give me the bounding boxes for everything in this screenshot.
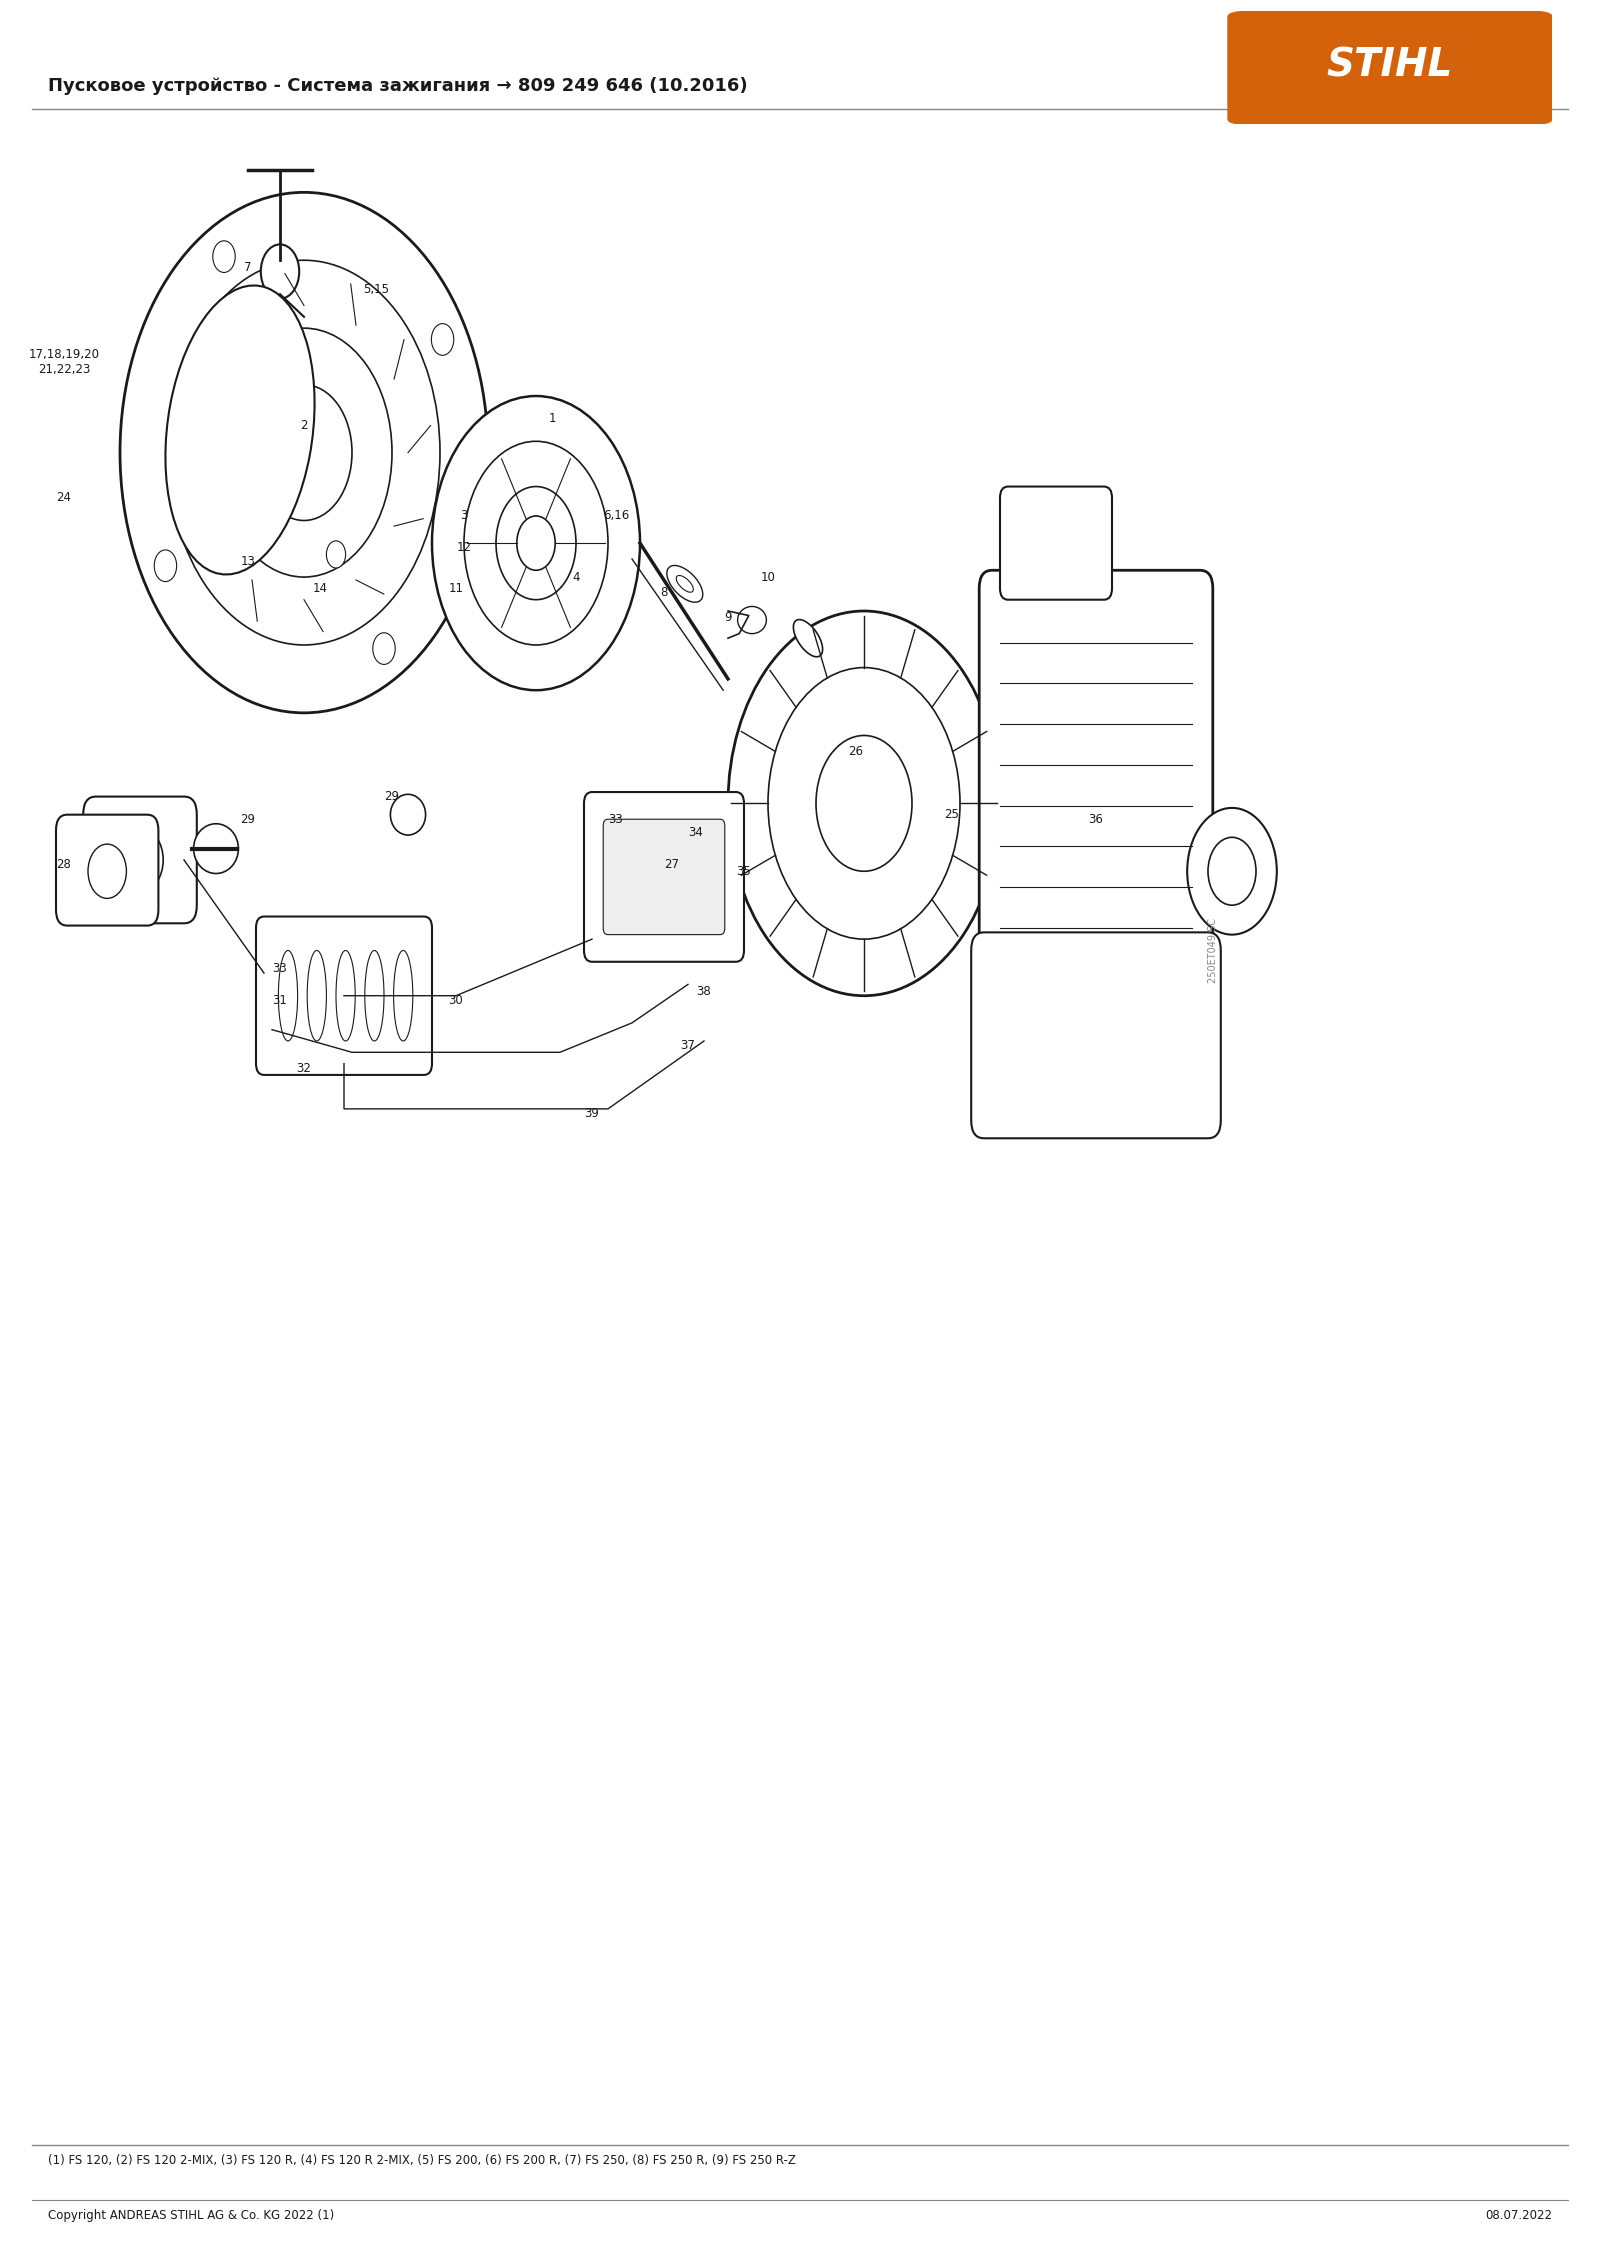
Text: 37: 37: [680, 1039, 696, 1052]
Text: 8: 8: [661, 586, 667, 600]
Circle shape: [1208, 837, 1256, 905]
Ellipse shape: [794, 620, 822, 656]
Text: 33: 33: [608, 812, 624, 826]
Text: 31: 31: [272, 993, 288, 1007]
Ellipse shape: [307, 950, 326, 1041]
Circle shape: [432, 396, 640, 690]
Text: 28: 28: [56, 858, 72, 871]
Text: 29: 29: [384, 790, 400, 803]
Circle shape: [254, 371, 274, 398]
Circle shape: [216, 328, 392, 577]
Text: 26: 26: [848, 745, 864, 758]
Circle shape: [496, 487, 576, 600]
Text: Copyright ANDREAS STIHL AG & Co. KG 2022 (1): Copyright ANDREAS STIHL AG & Co. KG 2022…: [48, 2209, 334, 2222]
Circle shape: [256, 385, 352, 520]
Circle shape: [261, 244, 299, 299]
Text: 34: 34: [688, 826, 704, 840]
Text: 3: 3: [461, 509, 467, 523]
Circle shape: [120, 192, 488, 713]
Circle shape: [816, 735, 912, 871]
Circle shape: [373, 634, 395, 665]
Text: 14: 14: [312, 582, 328, 595]
FancyBboxPatch shape: [1229, 11, 1552, 124]
Text: 39: 39: [584, 1107, 600, 1120]
Circle shape: [118, 828, 163, 892]
Ellipse shape: [738, 606, 766, 634]
Text: 36: 36: [1088, 812, 1104, 826]
Ellipse shape: [365, 950, 384, 1041]
FancyBboxPatch shape: [1000, 487, 1112, 600]
Text: (1) FS 120, (2) FS 120 2-MIX, (3) FS 120 R, (4) FS 120 R 2-MIX, (5) FS 200, (6) : (1) FS 120, (2) FS 120 2-MIX, (3) FS 120…: [48, 2154, 795, 2168]
FancyBboxPatch shape: [584, 792, 744, 962]
Circle shape: [213, 240, 235, 272]
Circle shape: [517, 516, 555, 570]
Text: 10: 10: [760, 570, 776, 584]
Text: 6,16: 6,16: [603, 509, 629, 523]
Text: 250ET049 SC: 250ET049 SC: [1208, 919, 1218, 982]
FancyBboxPatch shape: [971, 932, 1221, 1138]
Text: 30: 30: [448, 993, 464, 1007]
Ellipse shape: [677, 575, 693, 593]
Ellipse shape: [194, 824, 238, 874]
FancyBboxPatch shape: [56, 815, 158, 926]
Text: 2: 2: [301, 419, 307, 432]
Text: 29: 29: [240, 812, 256, 826]
Ellipse shape: [278, 950, 298, 1041]
Text: 1: 1: [549, 412, 555, 425]
Circle shape: [168, 260, 440, 645]
Text: 12: 12: [456, 541, 472, 554]
Text: ®: ®: [1522, 27, 1534, 41]
FancyBboxPatch shape: [979, 570, 1213, 980]
Circle shape: [88, 844, 126, 898]
Text: 08.07.2022: 08.07.2022: [1485, 2209, 1552, 2222]
FancyBboxPatch shape: [83, 797, 197, 923]
Circle shape: [728, 611, 1000, 996]
Text: 4: 4: [573, 570, 579, 584]
Text: 24: 24: [56, 491, 72, 505]
Text: 38: 38: [696, 984, 712, 998]
Circle shape: [262, 496, 282, 523]
Text: 11: 11: [448, 582, 464, 595]
Circle shape: [464, 441, 608, 645]
Text: 13: 13: [240, 554, 256, 568]
FancyBboxPatch shape: [603, 819, 725, 935]
Text: STIHL: STIHL: [1326, 48, 1453, 84]
Text: Пусковое устройство - Система зажигания → 809 249 646 (10.2016): Пусковое устройство - Система зажигания …: [48, 77, 747, 95]
Text: 9: 9: [725, 611, 731, 625]
Text: 17,18,19,20
21,22,23: 17,18,19,20 21,22,23: [29, 349, 99, 376]
Circle shape: [154, 550, 176, 582]
Circle shape: [768, 668, 960, 939]
Text: 25: 25: [944, 808, 960, 821]
Ellipse shape: [336, 950, 355, 1041]
Text: 27: 27: [664, 858, 680, 871]
FancyBboxPatch shape: [256, 917, 432, 1075]
Text: 35: 35: [736, 864, 752, 878]
Ellipse shape: [394, 950, 413, 1041]
Text: 7: 7: [245, 260, 251, 274]
Ellipse shape: [390, 794, 426, 835]
Ellipse shape: [667, 566, 702, 602]
Text: 5,15: 5,15: [363, 283, 389, 296]
Text: 32: 32: [296, 1061, 312, 1075]
Circle shape: [326, 541, 346, 568]
Ellipse shape: [165, 285, 315, 575]
Circle shape: [432, 324, 454, 355]
Circle shape: [1187, 808, 1277, 935]
Text: 33: 33: [272, 962, 288, 975]
